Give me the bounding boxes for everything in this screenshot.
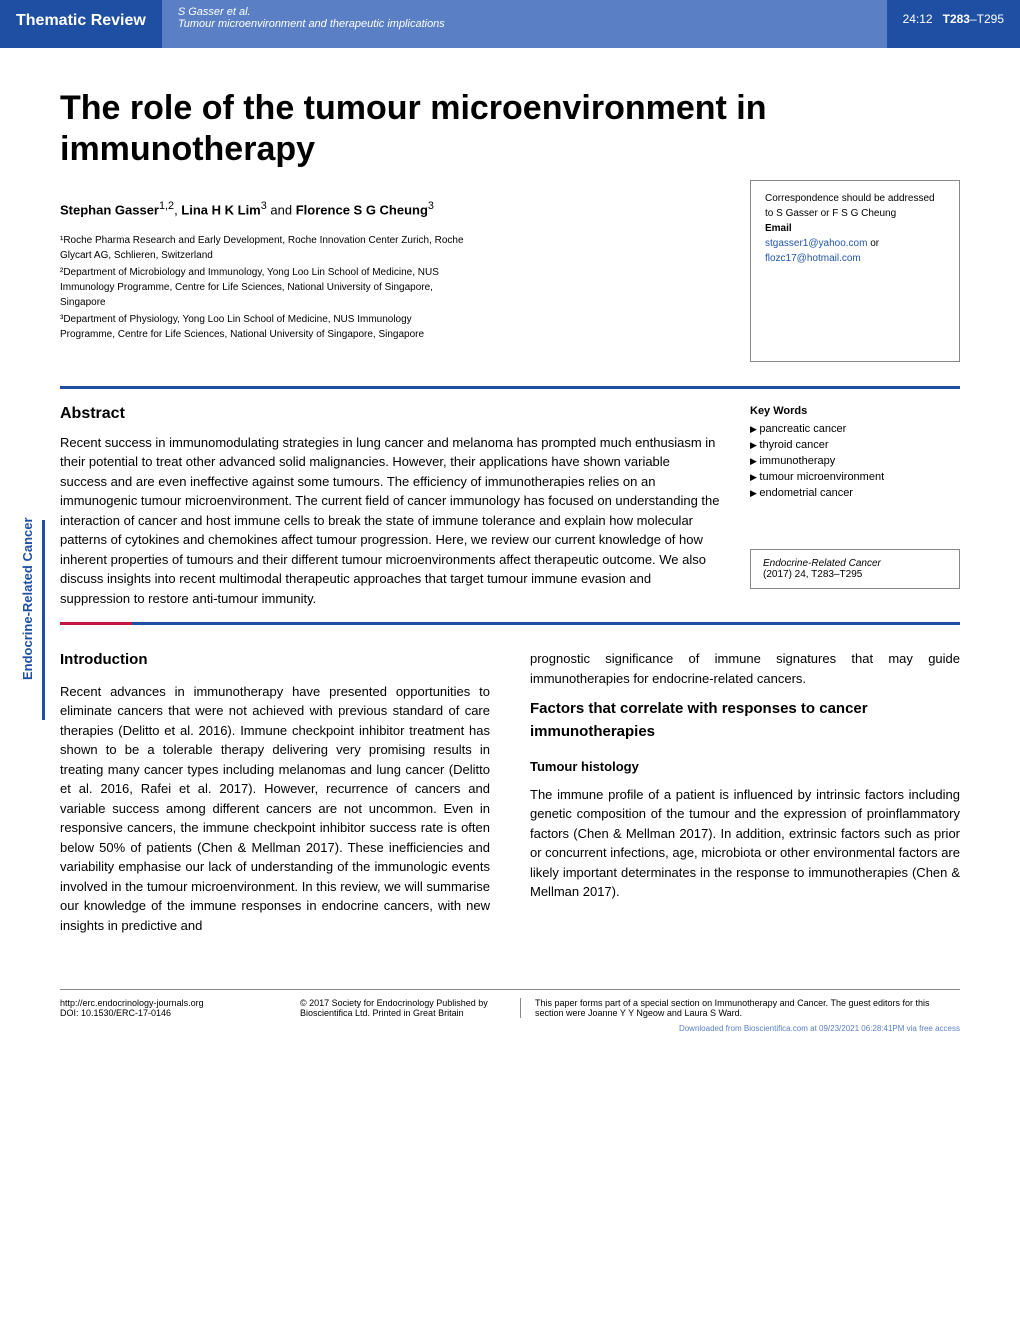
or-text: or <box>867 238 879 249</box>
footer-doi: DOI: 10.1530/ERC-17-0146 <box>60 1008 280 1018</box>
journal-name: Endocrine-Related Cancer <box>763 558 881 569</box>
keyword-item: pancreatic cancer <box>750 423 960 435</box>
access-note: Downloaded from Bioscientifica.com at 09… <box>0 1018 1020 1043</box>
abstract-text: Recent success in immunomodulating strat… <box>60 433 720 609</box>
affiliation-3: ³Department of Physiology, Yong Loo Lin … <box>60 312 469 342</box>
footer-url-doi: http://erc.endocrinology-journals.org DO… <box>60 998 280 1018</box>
footer: http://erc.endocrinology-journals.org DO… <box>60 989 960 1018</box>
page-start: T283 <box>943 12 970 26</box>
sidebar-right: Key Words pancreatic cancer thyroid canc… <box>750 405 960 609</box>
factors-paragraph: The immune profile of a patient is influ… <box>530 785 960 902</box>
keywords-box: Key Words pancreatic cancer thyroid canc… <box>750 405 960 499</box>
keywords-list: pancreatic cancer thyroid cancer immunot… <box>750 423 960 499</box>
keyword-item: thyroid cancer <box>750 439 960 451</box>
keyword-item: tumour microenvironment <box>750 471 960 483</box>
affiliation-2: ²Department of Microbiology and Immunolo… <box>60 265 469 310</box>
body-columns: Introduction Recent advances in immunoth… <box>60 649 960 945</box>
email-label: Email <box>765 223 792 234</box>
page-end: –T295 <box>970 12 1004 26</box>
authors-line: Stephan Gasser1,2, Lina H K Lim3 and Flo… <box>60 200 720 217</box>
page: Endocrine-Related Cancer Thematic Review… <box>0 0 1020 1043</box>
article-title: The role of the tumour microenvironment … <box>60 88 960 170</box>
header-bar: Thematic Review S Gasser et al. Tumour m… <box>0 0 1020 48</box>
volume-issue: 24:12 <box>903 12 933 26</box>
header-title-short: Tumour microenvironment and therapeutic … <box>178 18 871 30</box>
correspondence-email-1[interactable]: stgasser1@yahoo.com <box>765 238 867 249</box>
header-meta: S Gasser et al. Tumour microenvironment … <box>162 0 887 48</box>
divider-top <box>60 386 960 389</box>
header-authors-short: S Gasser et al. <box>178 6 871 18</box>
abstract-block: Abstract Recent success in immunomodulat… <box>60 405 720 609</box>
factors-heading: Factors that correlate with responses to… <box>530 698 960 743</box>
factors-subheading: Tumour histology <box>530 757 960 777</box>
footer-note: This paper forms part of a special secti… <box>520 998 960 1018</box>
divider-bottom <box>60 622 960 625</box>
top-row: Stephan Gasser1,2, Lina H K Lim3 and Flo… <box>60 200 960 362</box>
journal-citation-box: Endocrine-Related Cancer (2017) 24, T283… <box>750 549 960 589</box>
authors-affiliations: Stephan Gasser1,2, Lina H K Lim3 and Flo… <box>60 200 720 362</box>
intro-paragraph: Recent advances in immunotherapy have pr… <box>60 682 490 936</box>
column-right: prognostic significance of immune signat… <box>530 649 960 945</box>
journal-vertical-label: Endocrine-Related Cancer <box>20 517 35 680</box>
intro-paragraph-cont: prognostic significance of immune signat… <box>530 649 960 688</box>
header-page-info: 24:12 T283–T295 <box>887 0 1020 48</box>
keyword-item: endometrial cancer <box>750 487 960 499</box>
footer-url: http://erc.endocrinology-journals.org <box>60 998 280 1008</box>
keywords-heading: Key Words <box>750 405 960 417</box>
content: The role of the tumour microenvironment … <box>0 48 1020 965</box>
column-left: Introduction Recent advances in immunoth… <box>60 649 490 945</box>
intro-heading: Introduction <box>60 649 490 672</box>
abstract-heading: Abstract <box>60 405 720 423</box>
correspondence-box: Correspondence should be addressed to S … <box>750 180 960 362</box>
affiliations: ¹Roche Pharma Research and Early Develop… <box>60 233 469 342</box>
correspondence-email-2[interactable]: flozc17@hotmail.com <box>765 253 861 264</box>
keyword-item: immunotherapy <box>750 455 960 467</box>
affiliation-1: ¹Roche Pharma Research and Early Develop… <box>60 233 469 263</box>
abstract-row: Abstract Recent success in immunomodulat… <box>60 405 960 609</box>
vertical-bar <box>42 520 45 720</box>
journal-citation: (2017) 24, T283–T295 <box>763 569 862 580</box>
section-label: Thematic Review <box>0 0 162 48</box>
correspondence-text: Correspondence should be addressed to S … <box>765 191 945 221</box>
footer-copyright: © 2017 Society for Endocrinology Publish… <box>300 998 500 1018</box>
